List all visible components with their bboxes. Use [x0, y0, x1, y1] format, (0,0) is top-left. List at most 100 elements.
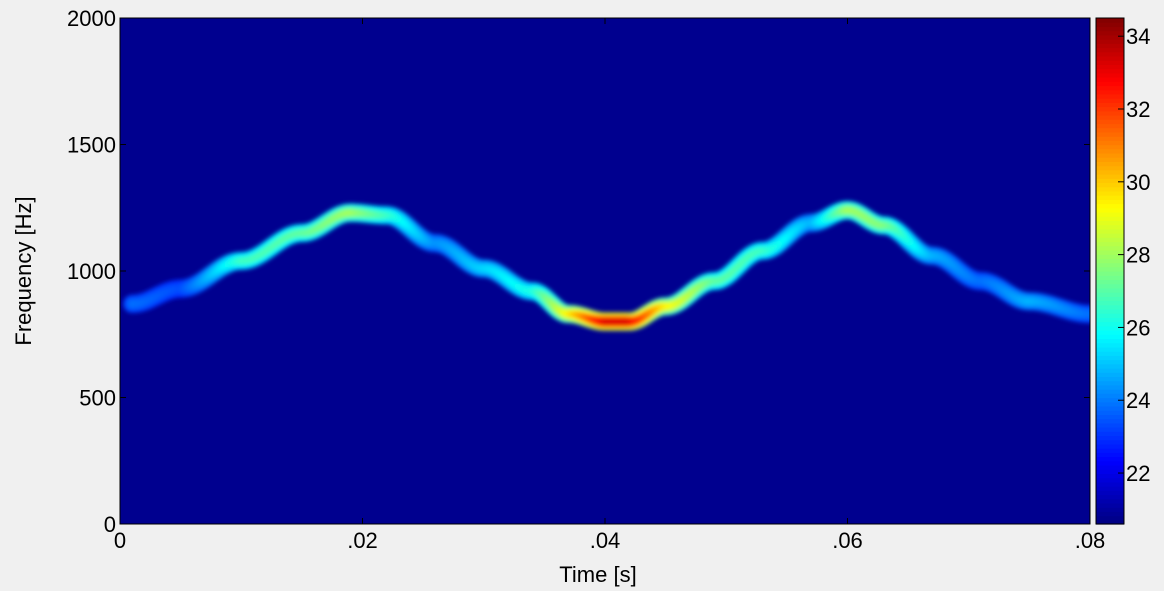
colorbar-segment: [1096, 490, 1124, 496]
colorbar-segment: [1096, 317, 1124, 323]
colorbar-segment: [1096, 292, 1124, 297]
colorbar-segment: [1096, 186, 1124, 192]
colorbar-segment: [1096, 519, 1124, 525]
colorbar-segment: [1096, 93, 1124, 99]
colorbar-segment: [1096, 47, 1124, 53]
colorbar-segment: [1096, 448, 1124, 453]
colorbar-segment: [1096, 427, 1124, 432]
colorbar-segment: [1096, 346, 1124, 352]
ridge-cell: [1086, 310, 1090, 318]
colorbar-segment: [1096, 64, 1124, 70]
colorbar-segment: [1096, 494, 1124, 500]
colorbar-segment: [1096, 207, 1124, 213]
colorbar-segment: [1096, 157, 1124, 162]
colorbar-segment: [1096, 85, 1124, 91]
colorbar-segment: [1096, 511, 1124, 517]
colorbar-segment: [1096, 355, 1124, 361]
colorbar-segment: [1096, 460, 1124, 466]
colorbar-segment: [1096, 393, 1124, 399]
colorbar-segment: [1096, 477, 1124, 483]
colorbar-segment: [1096, 321, 1124, 327]
colorbar-segment: [1096, 182, 1124, 188]
colorbar-segment: [1096, 418, 1124, 424]
x-tick-label: .06: [832, 528, 863, 553]
colorbar-segment: [1096, 258, 1124, 264]
colorbar-segment: [1096, 165, 1124, 171]
colorbar-segment: [1096, 199, 1124, 205]
colorbar-segment: [1096, 469, 1124, 474]
colorbar-segment: [1096, 30, 1124, 36]
colorbar-segment: [1096, 279, 1124, 285]
colorbar-segment: [1096, 334, 1124, 340]
colorbar-segment: [1096, 283, 1124, 289]
colorbar-segment: [1096, 367, 1124, 373]
colorbar-segment: [1096, 376, 1124, 382]
colorbar-segment: [1096, 77, 1124, 82]
colorbar-segment: [1096, 174, 1124, 179]
colorbar-segment: [1096, 203, 1124, 209]
colorbar-ticks: 22 24 26 28 30 32 34: [1118, 24, 1150, 486]
colorbar-segment: [1096, 414, 1124, 420]
colorbar-segment: [1096, 110, 1124, 116]
colorbar-segment: [1096, 241, 1124, 247]
colorbar-segment: [1096, 473, 1124, 479]
colorbar-segment: [1096, 380, 1124, 386]
colorbar-segment: [1096, 211, 1124, 217]
colorbar-segment: [1096, 81, 1124, 87]
colorbar-segment: [1096, 464, 1124, 470]
colorbar-segment: [1096, 136, 1124, 141]
colorbar-tick-label: 28: [1126, 243, 1150, 268]
colorbar-segment: [1096, 43, 1124, 49]
colorbar-segment: [1096, 351, 1124, 356]
colorbar-tick-label: 34: [1126, 24, 1150, 49]
colorbar-segment: [1096, 18, 1124, 23]
colorbar-segment: [1096, 178, 1124, 184]
colorbar-tick-label: 32: [1126, 97, 1150, 122]
y-axis-ticks: 0 500 1000 1500 2000: [67, 6, 1090, 537]
colorbar-segment: [1096, 452, 1124, 458]
colorbar-segment: [1096, 119, 1124, 125]
colorbar-segment: [1096, 195, 1124, 200]
colorbar-segment: [1096, 287, 1124, 293]
colorbar-segment: [1096, 325, 1124, 331]
x-axis-title: Time [s]: [559, 562, 636, 587]
colorbar-segment: [1096, 304, 1124, 310]
y-tick-label: 1000: [67, 259, 116, 284]
colorbar-segment: [1096, 443, 1124, 449]
colorbar-segment: [1096, 330, 1124, 335]
colorbar-segment: [1096, 228, 1124, 234]
colorbar-segment: [1096, 127, 1124, 133]
colorbar-segment: [1096, 363, 1124, 369]
colorbar-segment: [1096, 152, 1124, 158]
colorbar-tick-label: 26: [1126, 315, 1150, 340]
colorbar-segment: [1096, 502, 1124, 508]
plot-area: [120, 18, 1090, 524]
colorbar-segment: [1096, 114, 1124, 120]
colorbar-segment: [1096, 384, 1124, 390]
colorbar-segment: [1096, 515, 1124, 521]
colorbar-segment: [1096, 55, 1124, 61]
colorbar-segment: [1096, 431, 1124, 437]
colorbar-segment: [1096, 249, 1124, 255]
colorbar-segment: [1096, 262, 1124, 268]
colorbar-segment: [1096, 271, 1124, 276]
colorbar-segment: [1096, 39, 1124, 44]
colorbar-segment: [1096, 34, 1124, 40]
colorbar-segment: [1096, 22, 1124, 28]
x-axis-ticks: 0 .02 .04 .06 .08: [114, 18, 1105, 553]
colorbar-segment: [1096, 123, 1124, 129]
colorbar-segment: [1096, 220, 1124, 226]
colorbar-segment: [1096, 254, 1124, 259]
colorbar-tick-label: 30: [1126, 170, 1150, 195]
colorbar-segment: [1096, 422, 1124, 428]
colorbar-segment: [1096, 102, 1124, 108]
colorbar-segment: [1096, 89, 1124, 95]
x-tick-label: .02: [347, 528, 378, 553]
colorbar-segment: [1096, 190, 1124, 196]
colorbar-segment: [1096, 224, 1124, 230]
x-tick-label: .04: [590, 528, 621, 553]
colorbar-segment: [1096, 498, 1124, 504]
spectrogram-ridge: [123, 201, 1090, 331]
y-axis-title: Frequency [Hz]: [11, 196, 36, 345]
